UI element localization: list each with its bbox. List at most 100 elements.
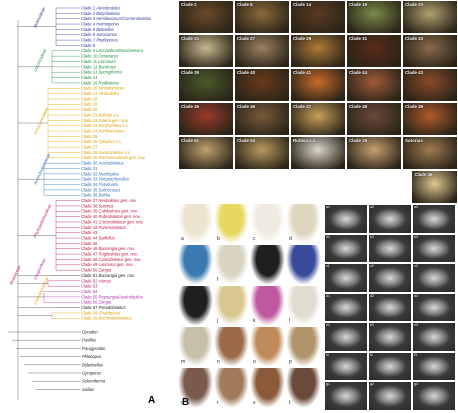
photo-grid: Clade 2 Clade 8 Clade 14 Clade 19 Clade 20 Cl… — [178, 0, 458, 204]
section-label: t — [289, 400, 291, 406]
specimen-photo: Clade 40 — [234, 68, 290, 102]
specimen-photo: Clade 39 — [178, 68, 234, 102]
specimen-photo: Clade 51 — [178, 136, 234, 170]
clade-label: Clade 28 Xerocomellus s.s. — [81, 150, 131, 155]
sem-image: e3 — [412, 322, 456, 352]
section-label: e — [181, 277, 184, 283]
photo-label: Clade 25 — [349, 138, 368, 143]
clade-label: Clade 47 Rugiboletus gen. nov. — [81, 252, 138, 257]
outgroup-label: Gyrodon — [82, 330, 98, 335]
sem-image: b2 — [368, 233, 412, 263]
specimen-photo: Clade 48 — [346, 102, 402, 136]
sem-label: g3 — [414, 382, 418, 386]
clade-label: Clade 50 Zangia — [81, 268, 112, 273]
sem-image: g3 — [412, 381, 456, 411]
clade-label: Clade 24 Xanthoconium — [81, 128, 125, 133]
sem-label: g1 — [326, 382, 330, 386]
clade-label: Clade 32 Mucilopilus — [81, 171, 119, 176]
specimen-photo: Clade 2 — [178, 0, 234, 34]
sem-image: f2 — [368, 351, 412, 381]
subfamily-label: Xerocomoideae — [32, 106, 50, 136]
section-photo: o — [250, 327, 285, 367]
sem-image: c3 — [412, 263, 456, 293]
photo-label: Clade 48 — [349, 104, 368, 109]
sem-label: e3 — [414, 323, 418, 327]
section-label: q — [181, 400, 184, 406]
photo-label: Clade 21 — [181, 36, 200, 41]
section-label: k — [253, 318, 256, 324]
photo-label: Clade 19 — [349, 2, 368, 7]
sem-label: c3 — [414, 264, 418, 268]
clade-label: Clade 51 Baorangia gen. nov. — [81, 273, 135, 278]
section-photo: q — [178, 368, 213, 408]
section-label: f — [217, 277, 219, 283]
clade-label: Clade 34 Fistulinella — [81, 182, 119, 187]
section-label: b — [217, 236, 220, 242]
clade-label: Clade 14 — [81, 75, 98, 80]
clade-label: Clade 6 Xerocomus — [81, 32, 117, 37]
section-label: j — [217, 318, 219, 324]
outgroup-labels: Gyrodon Paxillus Paragyrodon Phlebopus Bolet… — [82, 330, 106, 392]
sem-label: e2 — [370, 323, 374, 327]
section-photo: a — [178, 204, 213, 244]
clade-label: Clade 1 Aureoboletus — [81, 5, 120, 10]
clade-label: Clade 13 Spongiforma — [81, 70, 122, 75]
photo-label: Clade 51 — [181, 138, 200, 143]
outgroup-label: Paragyrodon — [82, 346, 106, 351]
clade-label: Clade 58 Chalciporus — [81, 310, 120, 315]
section-photo: d — [286, 204, 321, 244]
specimen-photo: Clade 43 — [402, 68, 458, 102]
section-label: o — [253, 359, 256, 365]
photo-label: Clade 44 — [349, 70, 368, 75]
specimen-photo: Clade 20 — [402, 0, 458, 34]
clade-label: Clade 26 Tylopilus s.s. — [81, 139, 122, 144]
clade-label: Clade 56 Zangia — [81, 300, 112, 305]
sem-image: a3 — [412, 204, 456, 234]
section-label: r — [217, 400, 219, 406]
specimen-photo: Clade 19 — [346, 0, 402, 34]
sem-image: d2 — [368, 292, 412, 322]
sem-label: a3 — [414, 205, 418, 209]
clade-label: Clade 54 — [81, 289, 98, 294]
clade-label: Clade 15 Retiboletus — [81, 80, 119, 85]
clade-label: Clade 35 Solioccasus — [81, 187, 120, 192]
panel-b-label: B — [182, 397, 190, 408]
subfamily-label: Austroboletoideae — [32, 152, 52, 186]
photo-label: Clade 49 — [405, 104, 424, 109]
clade-label: Clade 19 — [81, 102, 98, 107]
specimen-photo: Clade 31 — [346, 34, 402, 68]
clade-label: Clade 25 — [81, 134, 98, 139]
photo-label: Clade 8 — [237, 2, 253, 7]
clade-label: Clade 30 Austroboletus — [81, 161, 124, 166]
clade-label: Clade 39 Caloboletus gen. nov. — [81, 209, 138, 214]
clade-label: Clade 16 Strobilomyces — [81, 86, 124, 91]
sem-label: f3 — [414, 352, 417, 357]
clade-label: Clade 33 Veloporphyrellus — [81, 177, 129, 182]
section-photo: t — [286, 368, 321, 408]
clade-label: Clade 17 Afroboletus — [81, 91, 119, 96]
section-photo: e — [178, 245, 213, 285]
photo-label: Sutorius — [405, 138, 423, 143]
specimen-photo: Sutorius — [402, 136, 458, 170]
specimen-photo: Clade 25 — [346, 136, 402, 170]
sem-label: b1 — [326, 234, 330, 239]
subfamily-label: Leccinoideae — [32, 47, 47, 72]
sem-label: c2 — [370, 264, 374, 268]
photo-label: Clade 53 — [237, 138, 256, 143]
specimen-photo: Clade 29 — [290, 34, 346, 68]
clade-label: Clade 27 — [81, 145, 98, 150]
specimen-photo: Clade 47 — [290, 102, 346, 136]
section-photo: c — [250, 204, 285, 244]
clade-label: Clade 23 Porphyrellus s.s. — [81, 123, 129, 128]
outgroup-label: Suillus — [82, 387, 94, 392]
section-label: h — [289, 277, 292, 283]
clade-label: Clade 40 Rubroboletus gen. nov. — [81, 214, 141, 219]
photo-label: Clade 46 — [414, 172, 433, 177]
subfamily-label: Phylloboletinoideae — [32, 203, 52, 239]
section-photo: n — [214, 327, 249, 367]
clade-label: Clade 55 Royoungia/Australopilus — [81, 294, 143, 299]
outgroup-label: Gyroporus — [82, 371, 101, 376]
section-label: i — [181, 318, 183, 324]
